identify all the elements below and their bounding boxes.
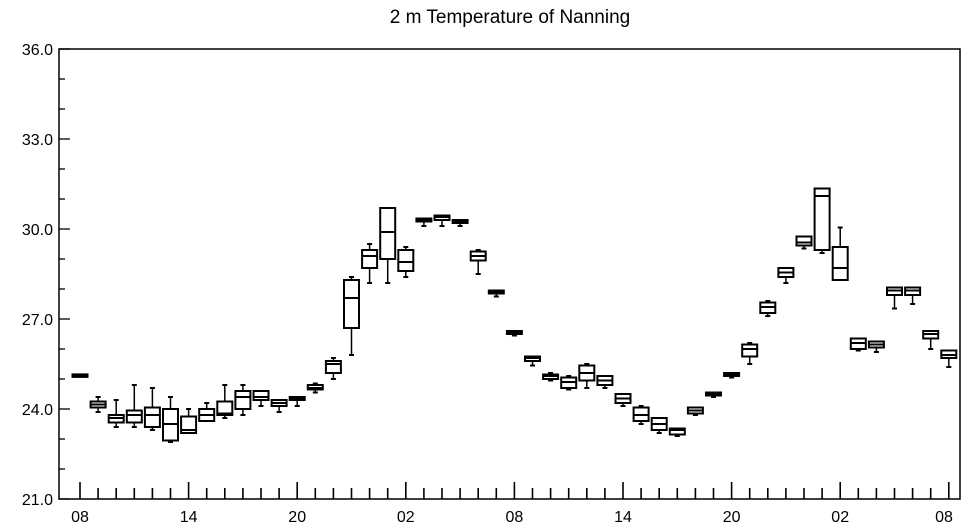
box-plot <box>505 330 523 337</box>
box-plot <box>542 372 560 382</box>
box-plot <box>288 396 306 407</box>
box-plot <box>162 396 179 443</box>
box-plot <box>324 357 342 380</box>
box-iqr <box>143 406 161 428</box>
x-axis: 08 14 20 02 08 14 20 02 08 <box>71 482 953 526</box>
box-plot <box>89 396 107 413</box>
box-iqr <box>813 187 831 251</box>
box-plot <box>270 399 288 413</box>
box-plot <box>886 286 903 310</box>
box-plot <box>234 384 252 416</box>
x-tick-label: 20 <box>288 509 306 526</box>
box-iqr <box>668 427 686 436</box>
y-tick-label: 27.0 <box>22 312 53 329</box>
box-iqr <box>831 246 849 281</box>
box-iqr <box>343 279 360 329</box>
box-plot <box>741 342 759 365</box>
box-plot <box>524 355 541 367</box>
box-plot <box>180 408 198 434</box>
box-plot <box>433 214 451 227</box>
box-plot <box>343 276 360 356</box>
box-plot <box>922 330 940 350</box>
box-plot <box>216 384 234 419</box>
box-iqr <box>324 360 342 374</box>
box-plot <box>379 207 397 284</box>
box-plot <box>361 243 379 284</box>
x-tick-label: 08 <box>506 509 524 526</box>
box-iqr <box>234 390 252 410</box>
box-plot <box>940 349 958 368</box>
box-plot <box>71 373 89 378</box>
box-plot <box>777 267 795 284</box>
chart-title: 2 m Temperature of Nanning <box>390 7 630 28</box>
box-plot <box>560 375 578 391</box>
box-plot <box>451 219 469 227</box>
box-plot <box>904 286 922 305</box>
box-plot <box>632 405 650 425</box>
box-plot <box>578 363 596 389</box>
box-plot <box>107 399 125 428</box>
box-series <box>71 187 958 443</box>
box-iqr <box>125 409 143 424</box>
box-plot <box>686 406 704 416</box>
box-plot <box>668 427 686 437</box>
y-tick-label: 21.0 <box>22 492 53 509</box>
x-tick-label: 14 <box>614 509 632 526</box>
x-tick-label: 14 <box>180 509 198 526</box>
box-plot <box>831 226 849 281</box>
box-iqr <box>216 400 234 416</box>
box-plot <box>487 289 505 298</box>
box-iqr <box>252 390 270 401</box>
box-plot <box>723 372 741 379</box>
box-plot <box>705 391 722 398</box>
y-tick-label: 36.0 <box>22 42 53 59</box>
box-plot <box>469 249 487 275</box>
box-plot <box>795 235 813 250</box>
x-tick-label: 20 <box>723 509 741 526</box>
y-tick-label: 33.0 <box>22 132 53 149</box>
x-tick-label: 02 <box>831 509 849 526</box>
x-tick-label: 02 <box>397 509 415 526</box>
box-plot <box>252 390 270 407</box>
box-iqr <box>379 207 397 260</box>
box-iqr <box>180 415 198 434</box>
y-tick-label: 30.0 <box>22 222 53 239</box>
box-plot <box>614 393 632 407</box>
box-iqr <box>795 235 813 247</box>
box-plot <box>596 375 614 389</box>
plot-frame <box>58 48 961 500</box>
box-iqr <box>397 249 415 272</box>
box-plot <box>143 387 161 431</box>
box-plot <box>125 384 143 428</box>
box-plot <box>867 340 885 353</box>
box-plot <box>415 217 433 227</box>
box-iqr <box>741 343 759 358</box>
box-plot <box>198 402 216 422</box>
box-plot <box>306 382 324 394</box>
box-plot <box>759 300 777 317</box>
x-tick-label: 08 <box>935 509 953 526</box>
box-plot <box>650 417 668 434</box>
box-plot <box>849 337 867 352</box>
x-tick-label: 08 <box>71 509 89 526</box>
box-iqr <box>361 249 379 269</box>
box-plot <box>397 246 415 278</box>
y-axis: 21.0 24.0 27.0 30.0 33.0 36.0 <box>22 42 70 509</box>
box-plot <box>813 187 831 254</box>
y-tick-label: 24.0 <box>22 402 53 419</box>
